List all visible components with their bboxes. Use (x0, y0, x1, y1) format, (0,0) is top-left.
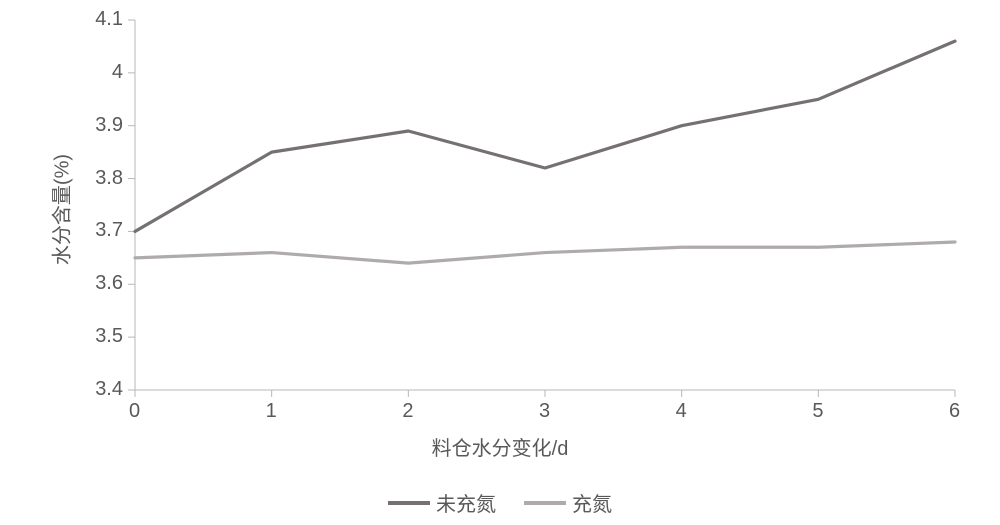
series-line (135, 41, 955, 231)
series-line (135, 242, 955, 263)
legend-swatch (388, 501, 430, 505)
legend-item: 未充氮 (388, 488, 496, 517)
legend-label: 充氮 (572, 488, 612, 517)
x-axis-title: 料仓水分变化/d (0, 432, 1000, 461)
legend-label: 未充氮 (436, 488, 496, 517)
legend-swatch (524, 501, 566, 505)
chart-container: 水分含量(%) 3.43.53.63.73.83.944.1 0123456 料… (0, 0, 1000, 525)
legend-item: 充氮 (524, 488, 612, 517)
legend: 未充氮 充氮 (0, 488, 1000, 517)
